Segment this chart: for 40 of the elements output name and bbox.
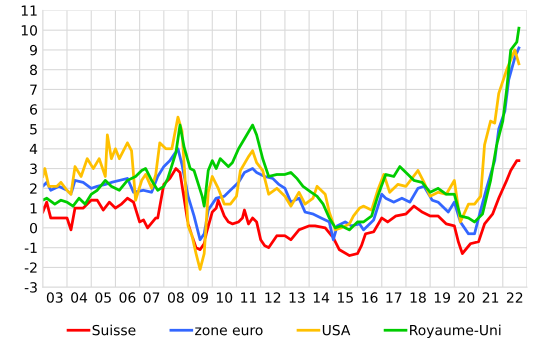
x-tick-label: 15 xyxy=(338,292,353,303)
legend-label: Royaume-Uni xyxy=(410,324,500,338)
legend-label: Suisse xyxy=(92,324,136,336)
legend-label: zone euro xyxy=(195,327,263,336)
y-tick-label: 7 xyxy=(30,84,37,95)
y-tick-label: -2 xyxy=(24,262,37,273)
x-tick-label: 21 xyxy=(482,292,498,303)
x-tick-label: 18 xyxy=(410,292,426,303)
y-tick-label: 6 xyxy=(30,104,38,115)
y-tick-label: 9 xyxy=(30,44,37,56)
y-tick-label: 5 xyxy=(30,124,37,134)
x-tick-label: 08 xyxy=(168,292,184,303)
x-tick-label: 17 xyxy=(386,292,402,303)
x-tick-label: 19 xyxy=(434,292,450,303)
y-tick-label: 8 xyxy=(30,64,37,76)
x-tick-label: 07 xyxy=(144,292,160,303)
y-tick-label: 10 xyxy=(22,25,38,36)
y-tick-label: -3 xyxy=(24,282,37,293)
y-tick-label: 0 xyxy=(30,222,38,234)
x-tick-label: 11 xyxy=(241,292,256,303)
x-tick-label: 20 xyxy=(458,292,474,303)
x-tick-label: 04 xyxy=(71,292,88,303)
y-tick-label: 4 xyxy=(30,144,38,154)
x-tick-label: 06 xyxy=(120,292,136,303)
x-tick-label: 10 xyxy=(216,292,232,303)
y-tick-label: 11 xyxy=(22,6,37,16)
x-tick-label: 09 xyxy=(192,292,208,303)
x-tick-label: 05 xyxy=(95,292,111,303)
y-tick-label: 3 xyxy=(30,164,37,174)
x-tick-label: 03 xyxy=(46,292,63,303)
y-tick-label: 2 xyxy=(30,183,37,194)
line-series xyxy=(42,159,520,257)
x-tick-label: 14 xyxy=(314,292,330,303)
x-tick-label: 13 xyxy=(290,292,305,303)
x-tick-label: 16 xyxy=(362,292,378,303)
legend-label: USA xyxy=(322,324,350,336)
x-tick-label: 22 xyxy=(506,292,522,303)
x-tick-label: 12 xyxy=(265,292,280,303)
y-tick-label: -1 xyxy=(24,242,37,253)
y-tick-label: 1 xyxy=(30,203,37,214)
